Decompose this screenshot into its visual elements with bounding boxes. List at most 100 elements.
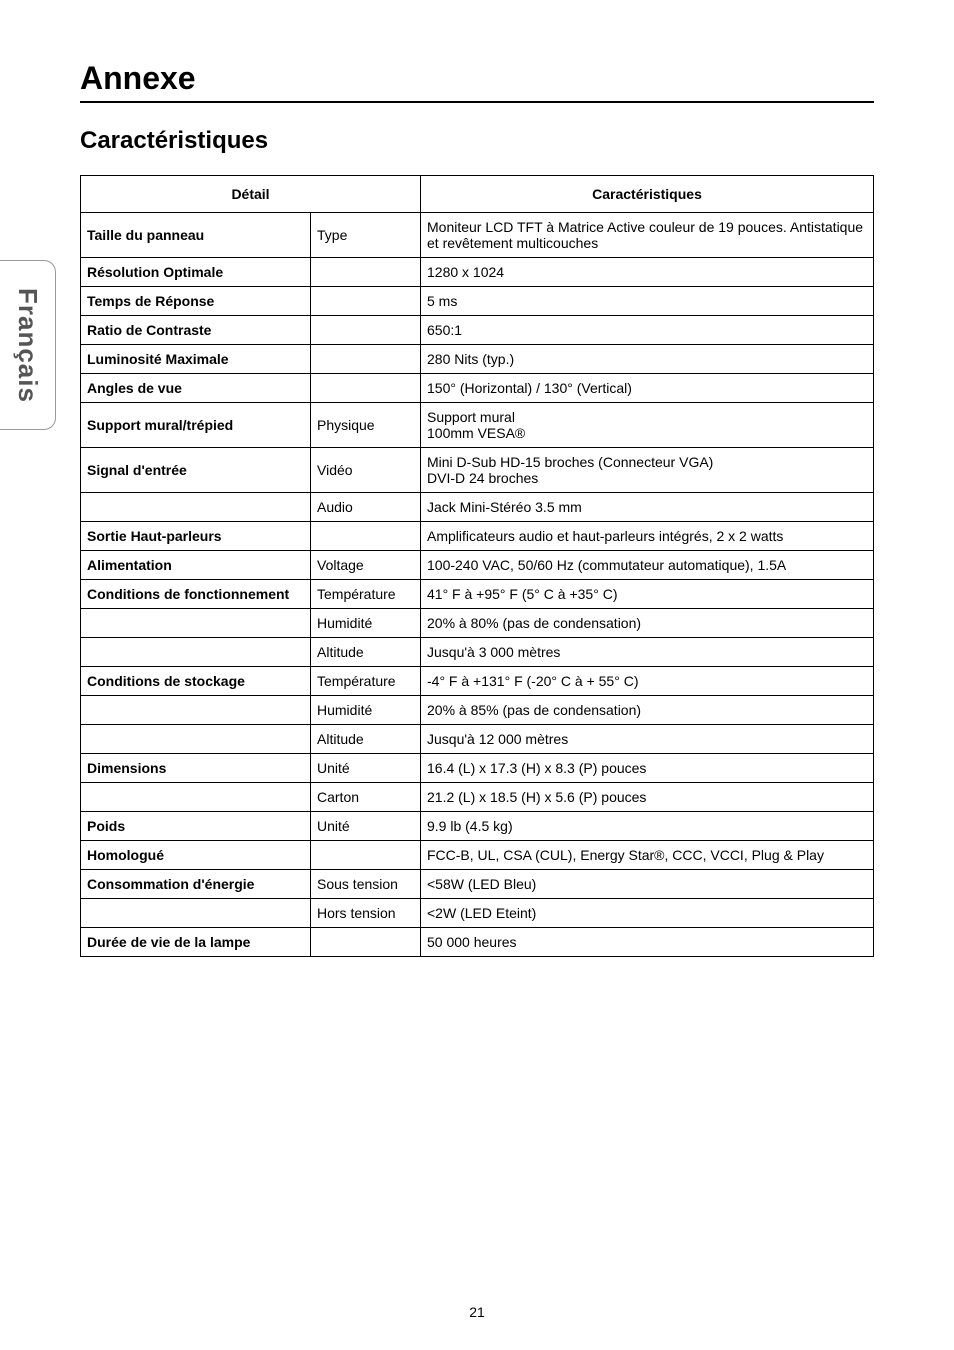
table-body: Taille du panneauTypeMoniteur LCD TFT à … [81, 213, 874, 957]
cell-spec: -4° F à +131° F (-20° C à + 55° C) [421, 667, 874, 696]
cell-spec: 5 ms [421, 287, 874, 316]
cell-spec: 41° F à +95° F (5° C à +35° C) [421, 580, 874, 609]
table-row: AltitudeJusqu'à 12 000 mètres [81, 725, 874, 754]
cell-spec: Jack Mini-Stéréo 3.5 mm [421, 493, 874, 522]
cell-detail: Ratio de Contraste [81, 316, 311, 345]
cell-detail: Conditions de fonctionnement [81, 580, 311, 609]
table-row: AudioJack Mini-Stéréo 3.5 mm [81, 493, 874, 522]
cell-detail: Luminosité Maximale [81, 345, 311, 374]
cell-subdetail: Audio [311, 493, 421, 522]
cell-subdetail: Vidéo [311, 448, 421, 493]
cell-subdetail: Physique [311, 403, 421, 448]
table-row: Résolution Optimale 1280 x 1024 [81, 258, 874, 287]
table-row: Conditions de fonctionnementTempérature4… [81, 580, 874, 609]
table-row: Carton21.2 (L) x 18.5 (H) x 5.6 (P) pouc… [81, 783, 874, 812]
table-row: AltitudeJusqu'à 3 000 mètres [81, 638, 874, 667]
page-title: Annexe [80, 60, 874, 103]
table-header-row: Détail Caractéristiques [81, 176, 874, 213]
cell-detail: Taille du panneau [81, 213, 311, 258]
cell-subdetail: Température [311, 667, 421, 696]
cell-detail: Signal d'entrée [81, 448, 311, 493]
cell-spec: 16.4 (L) x 17.3 (H) x 8.3 (P) pouces [421, 754, 874, 783]
table-row: Humidité20% à 85% (pas de condensation) [81, 696, 874, 725]
cell-subdetail [311, 522, 421, 551]
table-row: Support mural/trépiedPhysiqueSupport mur… [81, 403, 874, 448]
cell-detail: Résolution Optimale [81, 258, 311, 287]
cell-detail: Consommation d'énergie [81, 870, 311, 899]
table-row: Consommation d'énergieSous tension<58W (… [81, 870, 874, 899]
cell-spec: FCC-B, UL, CSA (CUL), Energy Star®, CCC,… [421, 841, 874, 870]
table-row: Luminosité Maximale 280 Nits (typ.) [81, 345, 874, 374]
table-row: PoidsUnité9.9 lb (4.5 kg) [81, 812, 874, 841]
cell-spec: 650:1 [421, 316, 874, 345]
cell-subdetail [311, 345, 421, 374]
cell-subdetail: Altitude [311, 638, 421, 667]
cell-spec: Jusqu'à 12 000 mètres [421, 725, 874, 754]
cell-detail [81, 609, 311, 638]
cell-subdetail: Humidité [311, 696, 421, 725]
cell-subdetail [311, 316, 421, 345]
header-detail: Détail [81, 176, 421, 213]
cell-subdetail: Hors tension [311, 899, 421, 928]
cell-detail: Sortie Haut-parleurs [81, 522, 311, 551]
table-row: Signal d'entréeVidéoMini D-Sub HD-15 bro… [81, 448, 874, 493]
cell-detail: Dimensions [81, 754, 311, 783]
table-row: Temps de Réponse 5 ms [81, 287, 874, 316]
cell-spec: 20% à 80% (pas de condensation) [421, 609, 874, 638]
cell-subdetail: Unité [311, 812, 421, 841]
cell-detail [81, 783, 311, 812]
cell-spec: 21.2 (L) x 18.5 (H) x 5.6 (P) pouces [421, 783, 874, 812]
table-row: Conditions de stockageTempérature-4° F à… [81, 667, 874, 696]
cell-spec: Mini D-Sub HD-15 broches (Connecteur VGA… [421, 448, 874, 493]
table-row: Angles de vue 150° (Horizontal) / 130° (V… [81, 374, 874, 403]
cell-spec: 150° (Horizontal) / 130° (Vertical) [421, 374, 874, 403]
table-row: Hors tension<2W (LED Eteint) [81, 899, 874, 928]
cell-detail: Conditions de stockage [81, 667, 311, 696]
cell-spec: Moniteur LCD TFT à Matrice Active couleu… [421, 213, 874, 258]
cell-spec: 20% à 85% (pas de condensation) [421, 696, 874, 725]
cell-spec: 9.9 lb (4.5 kg) [421, 812, 874, 841]
cell-spec: 280 Nits (typ.) [421, 345, 874, 374]
table-row: Humidité20% à 80% (pas de condensation) [81, 609, 874, 638]
page-number: 21 [469, 1304, 485, 1320]
cell-subdetail: Carton [311, 783, 421, 812]
cell-spec: <58W (LED Bleu) [421, 870, 874, 899]
cell-subdetail [311, 258, 421, 287]
cell-detail [81, 725, 311, 754]
cell-detail: Alimentation [81, 551, 311, 580]
table-row: DimensionsUnité16.4 (L) x 17.3 (H) x 8.3… [81, 754, 874, 783]
table-row: AlimentationVoltage100-240 VAC, 50/60 Hz… [81, 551, 874, 580]
cell-spec: 1280 x 1024 [421, 258, 874, 287]
cell-subdetail: Voltage [311, 551, 421, 580]
cell-subdetail: Type [311, 213, 421, 258]
language-side-tab: Français [0, 260, 56, 430]
cell-spec: 50 000 heures [421, 928, 874, 957]
cell-detail [81, 493, 311, 522]
cell-detail [81, 696, 311, 725]
cell-spec: <2W (LED Eteint) [421, 899, 874, 928]
cell-detail: Temps de Réponse [81, 287, 311, 316]
table-row: Ratio de Contraste 650:1 [81, 316, 874, 345]
cell-subdetail: Altitude [311, 725, 421, 754]
cell-detail: Poids [81, 812, 311, 841]
cell-spec: Support mural 100mm VESA® [421, 403, 874, 448]
section-title: Caractéristiques [80, 127, 874, 155]
cell-detail [81, 638, 311, 667]
header-specs: Caractéristiques [421, 176, 874, 213]
specifications-table: Détail Caractéristiques Taille du pannea… [80, 175, 874, 957]
cell-spec: 100-240 VAC, 50/60 Hz (commutateur autom… [421, 551, 874, 580]
table-row: Homologué FCC-B, UL, CSA (CUL), Energy St… [81, 841, 874, 870]
cell-subdetail [311, 841, 421, 870]
table-row: Taille du panneauTypeMoniteur LCD TFT à … [81, 213, 874, 258]
cell-subdetail: Humidité [311, 609, 421, 638]
cell-detail: Homologué [81, 841, 311, 870]
table-row: Sortie Haut-parleursAmplificateurs audio… [81, 522, 874, 551]
language-label: Français [12, 288, 43, 403]
cell-subdetail [311, 287, 421, 316]
cell-subdetail: Unité [311, 754, 421, 783]
cell-subdetail: Température [311, 580, 421, 609]
cell-detail: Angles de vue [81, 374, 311, 403]
cell-detail [81, 899, 311, 928]
cell-detail: Support mural/trépied [81, 403, 311, 448]
cell-subdetail [311, 928, 421, 957]
